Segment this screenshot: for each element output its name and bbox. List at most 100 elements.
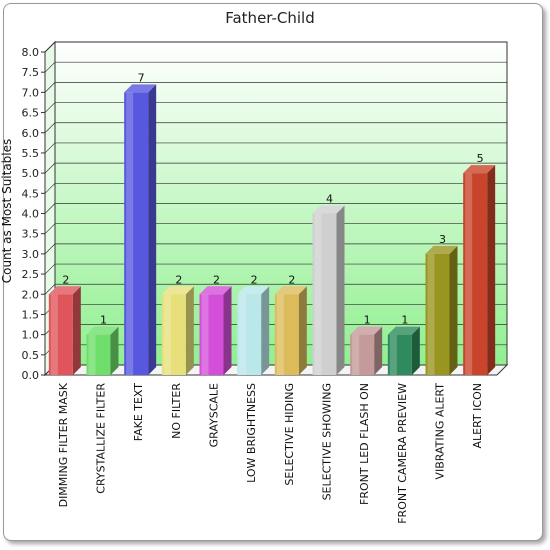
- bar-highlight: [276, 294, 284, 375]
- bar-top: [350, 326, 383, 335]
- x-tick-label: FAKE TEXT: [132, 383, 145, 442]
- grid-line-diagonal: [44, 203, 56, 214]
- data-label: 2: [213, 273, 220, 286]
- grid-line-diagonal: [44, 263, 56, 275]
- y-tick-label: 4.0: [22, 208, 40, 221]
- bar-highlight: [201, 294, 209, 375]
- y-tick-label: 0.5: [22, 349, 40, 362]
- data-label: 1: [364, 314, 371, 327]
- grid-line-diagonal: [44, 61, 56, 73]
- data-label: 3: [439, 233, 446, 246]
- bar-top: [199, 286, 232, 295]
- bar: [312, 205, 345, 375]
- data-label: 1: [100, 314, 107, 327]
- bar-top: [48, 286, 81, 295]
- bar-highlight: [314, 213, 322, 375]
- bar-top: [237, 286, 270, 295]
- grid-line-diagonal: [44, 162, 56, 174]
- bar-side: [185, 286, 194, 375]
- bar-side: [148, 84, 157, 375]
- chart-title: Father-Child: [225, 9, 315, 27]
- bar-highlight: [465, 173, 473, 375]
- bar: [199, 286, 232, 375]
- bar-side: [411, 326, 420, 375]
- data-label: 2: [175, 273, 182, 286]
- bar-top: [161, 286, 194, 295]
- y-tick-label: 6.0: [22, 127, 40, 140]
- bar-top: [274, 286, 307, 295]
- grid-line-diagonal: [44, 102, 56, 113]
- y-tick-label: 6.5: [22, 107, 40, 120]
- y-tick-label: 3.5: [22, 228, 40, 241]
- grid-line-diagonal: [44, 122, 56, 133]
- x-tick-label: CRYSTALLIZE FILTER: [95, 383, 108, 494]
- bar: [161, 286, 194, 375]
- bar-highlight: [50, 294, 58, 375]
- x-tick-label: NO FILTER: [170, 383, 183, 439]
- bar-highlight: [352, 334, 360, 375]
- bar-side: [223, 286, 232, 375]
- bar-side: [374, 326, 383, 375]
- bar: [387, 326, 420, 375]
- bar-top: [425, 245, 458, 254]
- x-tick-label: FRONT CAMERA PREVIEW: [396, 383, 409, 524]
- bar-side: [261, 286, 270, 375]
- y-tick-label: 8.0: [22, 46, 40, 59]
- bar-top: [86, 326, 119, 335]
- y-axis-label: Count as Most Suitables: [0, 139, 14, 284]
- data-label: 1: [401, 314, 408, 327]
- grid-line-diagonal: [44, 41, 56, 53]
- x-tick-label: SELECTIVE SHOWING: [321, 383, 334, 500]
- bar-top: [124, 84, 157, 93]
- data-label: 4: [326, 193, 333, 206]
- data-label: 2: [288, 273, 295, 286]
- grid-line-diagonal: [44, 223, 56, 234]
- bar-highlight: [88, 334, 96, 375]
- bar-side: [72, 286, 81, 375]
- y-tick-label: 4.5: [22, 187, 40, 200]
- y-tick-label: 2.5: [22, 268, 40, 281]
- y-tick-label: 7.0: [22, 86, 40, 99]
- grid-line-diagonal: [44, 183, 56, 194]
- x-tick-label: VIBRATING ALERT: [434, 383, 447, 480]
- data-label: 2: [251, 273, 258, 286]
- bar-top: [463, 165, 496, 174]
- bar: [237, 286, 270, 375]
- data-label: 7: [138, 71, 145, 84]
- x-tick-label: FRONT LED FLASH ON: [358, 383, 371, 505]
- grid-line-diagonal: [44, 284, 56, 295]
- y-tick-label: 5.5: [22, 147, 40, 160]
- y-tick-label: 1.5: [22, 308, 40, 321]
- x-tick-label: ALERT ICON: [471, 383, 484, 448]
- x-tick-label: LOW BRIGHTNESS: [245, 383, 258, 483]
- x-tick-label: GRAYSCALE: [208, 383, 221, 447]
- x-tick-label: DIMMING FILTER MASK: [57, 382, 70, 507]
- bar-highlight: [427, 253, 435, 375]
- bar-side: [336, 205, 345, 375]
- bar: [463, 165, 496, 375]
- bar-highlight: [239, 294, 247, 375]
- bar-side: [487, 165, 496, 375]
- grid-line-diagonal: [44, 82, 56, 93]
- x-tick-label: SELECTIVE HIDING: [283, 383, 296, 486]
- bar-side: [449, 245, 458, 375]
- y-tick-label: 1.0: [22, 329, 40, 342]
- bar-side: [110, 326, 119, 375]
- bar: [274, 286, 307, 375]
- bar: [48, 286, 81, 375]
- plot-area: 0.0 0.5 1.0 1.5 2.0 2.5 3.0 3.5 4.0 4.5 5.0 5.5 6.0 6…: [22, 40, 509, 524]
- y-tick-label: 0.0: [22, 369, 40, 382]
- bar-side: [298, 286, 307, 375]
- bar-highlight: [389, 334, 397, 375]
- y-tick-label: 5.0: [22, 167, 40, 180]
- bar-top: [387, 326, 420, 335]
- y-tick-label: 2.0: [22, 288, 40, 301]
- bar-top: [312, 205, 345, 214]
- y-tick-label: 3.0: [22, 248, 40, 261]
- y-tick-label: 7.5: [22, 66, 40, 79]
- data-label: 5: [477, 152, 484, 165]
- bar: [425, 245, 458, 375]
- bar: [86, 326, 119, 375]
- bar-highlight: [126, 92, 134, 375]
